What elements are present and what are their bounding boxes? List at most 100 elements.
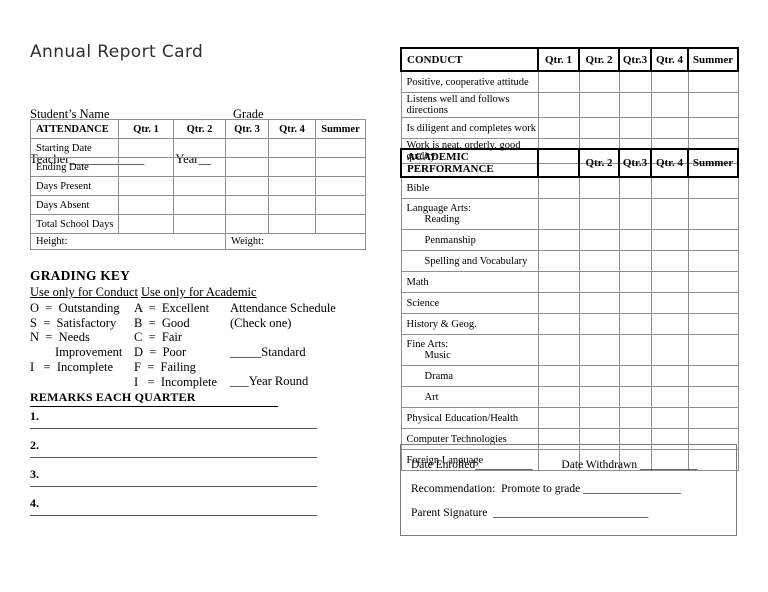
remark-item: 4.	[30, 494, 330, 523]
grade-cell	[537, 365, 580, 387]
grade-cell	[537, 176, 580, 199]
grade-cell	[315, 195, 366, 215]
grade-cell	[618, 313, 652, 335]
grade-cell	[618, 92, 652, 118]
key-line: I = Incomplete	[134, 374, 218, 389]
remark-item: 1.	[30, 407, 330, 436]
academic-key-header: Use only for Academic	[140, 285, 257, 299]
table-row: Is diligent and completes work	[400, 117, 739, 139]
grade-cell	[578, 334, 620, 366]
grade-cell	[650, 334, 689, 366]
academic-key-column: A = Excellent B = Good C = Fair D = Poor…	[134, 301, 230, 389]
row-label: Days Present	[30, 176, 119, 196]
key-line: N = Needs	[30, 330, 90, 345]
table-row: Total School Days	[30, 214, 366, 234]
grade-cell	[618, 271, 652, 293]
grade-field: Grade______________	[233, 107, 352, 121]
row-label: Art	[400, 386, 539, 408]
grade-cell	[578, 250, 620, 272]
subject-sub-label: Music	[424, 350, 451, 361]
key-line: B = Good	[134, 315, 190, 330]
student-name-field: Student’s Name______________	[30, 107, 198, 121]
grade-cell	[578, 229, 620, 251]
grade-cell	[650, 176, 689, 199]
grade-cell	[537, 313, 580, 335]
remark-blank-line	[30, 515, 317, 516]
grade-cell	[578, 313, 620, 335]
grade-cell	[650, 365, 689, 387]
qtr3-header: Qtr. 3	[225, 119, 269, 139]
grade-cell	[537, 70, 580, 93]
grade-cell	[618, 176, 652, 199]
grade-cell	[537, 198, 580, 230]
key-line: I = Incomplete	[30, 359, 114, 374]
grade-cell	[578, 292, 620, 314]
row-label: Positive, cooperative attitude	[400, 70, 539, 93]
grade-cell	[315, 157, 366, 177]
grade-cell	[578, 407, 620, 429]
row-label: Ending Date	[30, 157, 119, 177]
grade-cell	[618, 386, 652, 408]
grade-cell	[315, 138, 366, 158]
grade-cell	[118, 176, 174, 196]
attendance-header-row: ATTENDANCE Qtr. 1 Qtr. 2 Qtr. 3 Qtr. 4 S…	[30, 119, 366, 139]
grading-key: GRADING KEY Use only for Conduct Use only…	[30, 268, 370, 389]
table-row: Language Arts: Reading	[400, 198, 739, 230]
student-name-grade-line: Student’s Name______________ Grade_______…	[30, 107, 351, 122]
remarks-title: REMARKS EACH QUARTER	[30, 390, 278, 407]
table-row: Spelling and Vocabulary	[400, 250, 739, 272]
grade-cell	[537, 250, 580, 272]
grade-cell	[687, 271, 739, 293]
page-title: Annual Report Card	[30, 42, 204, 62]
row-label: Bible	[400, 176, 539, 199]
key-line: C = Fair	[134, 330, 183, 345]
grading-key-title: GRADING KEY	[30, 268, 131, 283]
date-enrolled-withdrawn-line: Date Enrolled__________ Date Withdrawn _…	[411, 459, 698, 471]
summer-header: Summer	[315, 119, 366, 139]
qtr3-header: Qtr.3	[618, 148, 652, 178]
qtr3-header: Qtr.3	[618, 47, 652, 72]
conduct-key-column: O = Outstanding S = Satisfactory N = Nee…	[30, 301, 134, 389]
grade-cell	[537, 229, 580, 251]
grade-cell	[578, 92, 620, 118]
grade-cell	[687, 176, 739, 199]
table-row: Math	[400, 271, 739, 293]
table-row: History & Geog.	[400, 313, 739, 335]
conduct-header: CONDUCT	[400, 47, 539, 72]
grade-cell	[650, 313, 689, 335]
grade-cell	[650, 70, 689, 93]
conduct-key-header: Use only for Conduct	[30, 285, 138, 299]
table-row: Ending Date	[30, 157, 366, 177]
grade-cell	[225, 214, 269, 234]
row-label: Starting Date	[30, 138, 119, 158]
conduct-header-row: CONDUCT Qtr. 1 Qtr. 2 Qtr.3 Qtr. 4 Summe…	[400, 47, 739, 72]
grade-cell	[173, 138, 226, 158]
table-row: Listens well and follows directions	[400, 92, 739, 118]
grade-cell	[618, 70, 652, 93]
grade-cell	[537, 386, 580, 408]
grade-cell	[687, 449, 739, 471]
key-line	[230, 330, 368, 345]
key-line: A = Excellent	[134, 301, 210, 315]
table-row: Drama	[400, 365, 739, 387]
grade-cell	[618, 365, 652, 387]
row-label: Spelling and Vocabulary	[400, 250, 539, 272]
table-row: Bible	[400, 176, 739, 199]
grade-cell	[618, 334, 652, 366]
qtr4-header: Qtr. 4	[650, 47, 689, 72]
row-label: Fine Arts: Music	[400, 334, 539, 366]
grading-key-columns: O = Outstanding S = Satisfactory N = Nee…	[30, 301, 370, 389]
table-row: Positive, cooperative attitude	[400, 70, 739, 93]
qtr4-header: Qtr. 4	[268, 119, 316, 139]
grade-cell	[268, 138, 316, 158]
key-line	[230, 360, 368, 375]
remark-blank-line	[30, 428, 317, 429]
grade-cell	[268, 214, 316, 234]
remark-item: 3.	[30, 465, 330, 494]
remark-number: 1.	[30, 409, 39, 423]
grade-cell	[118, 157, 174, 177]
grade-cell	[618, 117, 652, 139]
grade-cell	[537, 334, 580, 366]
row-label: Total School Days	[30, 214, 119, 234]
weight-field: Weight:	[225, 233, 366, 250]
